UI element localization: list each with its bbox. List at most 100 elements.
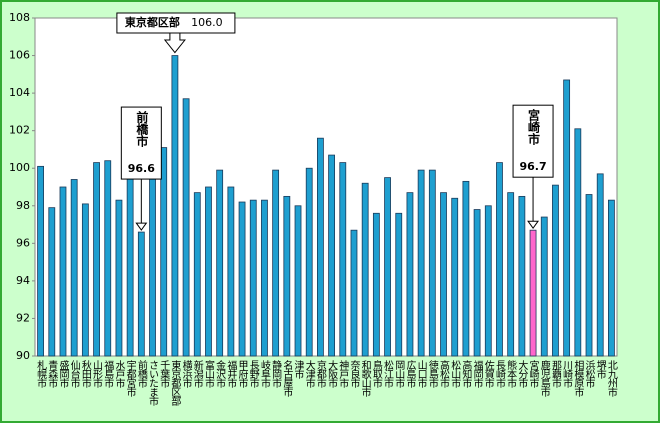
bar — [372, 212, 380, 357]
x-tick-label: 新潟市 — [191, 359, 203, 389]
x-tick-label: 那覇市 — [549, 360, 561, 389]
bar — [171, 55, 179, 357]
bar — [339, 162, 347, 357]
y-tick-label: 96 — [16, 236, 30, 249]
x-tick-label: 川崎市 — [561, 360, 573, 389]
bar — [249, 199, 257, 357]
bar — [473, 209, 481, 357]
x-tick-label: 大分市 — [516, 359, 528, 389]
x-tick-label: 佐賀市 — [482, 360, 494, 389]
bar — [395, 212, 403, 357]
bar — [328, 154, 335, 357]
x-tick-label: 名古屋市 — [281, 359, 293, 398]
bar — [317, 137, 324, 357]
bar — [104, 160, 112, 357]
y-tick-label: 100 — [9, 161, 30, 174]
bar — [585, 194, 593, 357]
x-tick-label: 東京都区部 — [169, 359, 181, 407]
x-tick-label: 堺市 — [594, 360, 606, 380]
x-tick-label: 長野市 — [247, 360, 259, 389]
x-tick-label: 神戸市 — [337, 359, 349, 389]
bar — [48, 207, 56, 357]
bar — [272, 169, 280, 357]
x-tick-label: 大阪市 — [326, 359, 338, 389]
y-tick-label: 92 — [16, 311, 30, 324]
x-tick-label: 相模原市 — [572, 359, 584, 398]
x-tick-label: 前橋市 — [135, 359, 147, 389]
bar — [518, 195, 526, 357]
x-tick-label: 浜松市 — [583, 360, 595, 389]
x-tick-label: 青森市 — [46, 359, 58, 389]
bar — [552, 184, 559, 357]
callout-name: 前橋市 — [135, 110, 149, 148]
x-tick-label: 熊本市 — [505, 359, 517, 389]
x-tick-label: 北九州市 — [605, 360, 617, 398]
bar — [574, 128, 582, 357]
bar — [59, 186, 67, 357]
x-tick-label: 福岡市 — [471, 359, 483, 389]
x-tick-label: さいたま市 — [147, 360, 159, 407]
bar — [563, 79, 571, 357]
x-tick-label: 仙台市 — [68, 359, 80, 389]
bar — [496, 162, 503, 357]
callout-arrowhead — [135, 222, 148, 231]
x-tick-label: 山口市 — [415, 360, 427, 389]
x-tick-label: 宇都宮市 — [124, 359, 136, 398]
callout-value: 96.6 — [128, 162, 155, 175]
bar — [126, 173, 134, 357]
callout-box — [512, 104, 554, 178]
callout-value: 96.7 — [519, 160, 546, 173]
bar — [70, 179, 78, 357]
y-tick-label: 106 — [9, 49, 30, 62]
bar — [361, 182, 369, 357]
bar — [384, 177, 391, 357]
x-tick-label: 松山市 — [449, 359, 461, 389]
callout-arrow — [163, 32, 186, 54]
bar — [462, 180, 470, 357]
x-tick-label: 岐阜市 — [258, 359, 270, 389]
bar — [540, 216, 548, 357]
x-tick-label: 鳥取市 — [370, 359, 382, 389]
x-tick-label: 鹿児島市 — [538, 359, 550, 398]
x-tick-label: 福島市 — [102, 359, 114, 389]
x-tick-label: 横浜市 — [180, 359, 192, 389]
bar — [37, 165, 44, 357]
bar — [93, 162, 100, 357]
bar — [428, 169, 436, 357]
x-tick-label: 盛岡市 — [57, 359, 69, 389]
x-tick-label: 京都市 — [314, 359, 326, 389]
callout-arrowhead — [527, 220, 540, 230]
y-tick-label: 102 — [9, 124, 30, 137]
bar — [484, 205, 492, 357]
x-tick-label: 札幌市 — [35, 359, 47, 389]
bar — [137, 231, 145, 357]
x-tick-label: 金沢市 — [214, 359, 226, 389]
bar — [283, 195, 291, 357]
callout-name: 東京都区部 — [125, 15, 180, 29]
callout-name: 宮崎市 — [527, 108, 541, 146]
bar — [350, 229, 358, 357]
bar — [305, 167, 313, 357]
x-tick-label: 大津市 — [303, 359, 315, 389]
y-tick-label: 104 — [9, 86, 30, 99]
x-tick-label: 静岡市 — [270, 359, 282, 389]
callout-value: 106.0 — [191, 16, 223, 29]
bar — [406, 192, 414, 357]
bar — [608, 199, 615, 357]
bar — [160, 147, 168, 357]
bar — [238, 201, 246, 357]
bar — [417, 169, 425, 357]
y-tick-label: 108 — [9, 11, 30, 24]
y-tick-label: 94 — [16, 274, 30, 287]
bar — [294, 205, 302, 357]
bar — [261, 199, 268, 357]
bar — [529, 229, 537, 357]
x-tick-label: 富山市 — [202, 359, 214, 389]
bar — [227, 186, 235, 357]
bar — [440, 192, 447, 357]
x-tick-label: 徳島市 — [426, 359, 438, 389]
bar — [115, 199, 123, 357]
x-tick-label: 高知市 — [460, 359, 472, 389]
callout-box — [120, 106, 162, 180]
